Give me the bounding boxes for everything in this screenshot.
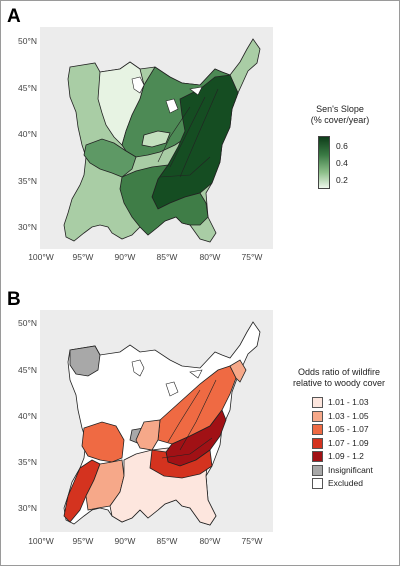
great-lakes bbox=[131, 359, 203, 397]
panel-b-ytick: 35°N bbox=[18, 457, 37, 467]
panel-b-legend-label: 1.09 - 1.2 bbox=[328, 451, 364, 461]
panel-a-xtick: 100°W bbox=[28, 252, 54, 262]
region-southwest-1-07 bbox=[63, 459, 101, 523]
panel-a-xtick: 90°W bbox=[114, 252, 136, 262]
region-west-1-05 bbox=[81, 421, 125, 463]
region-western-mid bbox=[83, 138, 137, 178]
panel-b-xtick: 95°W bbox=[72, 536, 94, 546]
panel-a-legend-title-line1: Sen's Slope bbox=[316, 104, 364, 114]
region-ridge-lines bbox=[157, 88, 219, 178]
panel-b-legend-label: 1.07 - 1.09 bbox=[328, 437, 369, 448]
panel-b-legend-swatch bbox=[312, 451, 323, 462]
panel-b-legend-label: Insignificant bbox=[328, 464, 373, 475]
panel-b-legend-label: 1.01 - 1.03 bbox=[328, 397, 369, 407]
panel-b-ytick: 45°N bbox=[18, 365, 37, 375]
panel-b-legend-swatch bbox=[312, 424, 323, 435]
panel-a-ytick: 40°N bbox=[18, 129, 37, 139]
panel-a-ytick: 30°N bbox=[18, 222, 37, 232]
panel-b-legend-label: Excluded bbox=[328, 478, 363, 488]
region-lakes-pale bbox=[141, 130, 171, 148]
panel-a-letter: A bbox=[7, 6, 21, 27]
panel-b-letter: B bbox=[7, 289, 21, 310]
panel-b-ytick: 40°N bbox=[18, 411, 37, 421]
panel-b-legend-swatch bbox=[312, 478, 323, 489]
panel-b-legend-swatch bbox=[312, 397, 323, 408]
panel-b-xtick: 90°W bbox=[114, 536, 136, 546]
region-ridge-lines bbox=[161, 379, 217, 459]
region-insignificant-nw bbox=[69, 345, 101, 377]
panel-b-legend-swatch bbox=[312, 464, 323, 476]
region-southern-mid bbox=[119, 164, 209, 236]
panel-a-ytick: 50°N bbox=[18, 36, 37, 46]
panel-a-xtick: 85°W bbox=[156, 252, 178, 262]
panel-b-xtick: 80°W bbox=[199, 536, 221, 546]
panel-b-ytick: 50°N bbox=[18, 318, 37, 328]
panel-b-legend-swatch bbox=[312, 410, 323, 422]
panel-a-colorbar-label: 0.6 bbox=[336, 141, 348, 151]
panel-a-ytick: 35°N bbox=[18, 176, 37, 186]
panel-a-colorbar bbox=[318, 136, 330, 189]
region-appalachian-1-07 bbox=[149, 449, 213, 479]
panel-b-legend-label: 1.03 - 1.05 bbox=[328, 410, 369, 421]
panel-a-colorbar-label: 0.2 bbox=[336, 175, 348, 185]
panel-b-ytick: 30°N bbox=[18, 503, 37, 513]
panel-b-legend-title-line2: relative to woody cover bbox=[292, 378, 386, 388]
great-lakes bbox=[131, 76, 203, 114]
panel-a-ytick: 45°N bbox=[18, 83, 37, 93]
panel-a-colorbar-label: 0.4 bbox=[336, 158, 348, 168]
panel-a-map bbox=[63, 38, 261, 243]
panel-a-xtick: 80°W bbox=[199, 252, 221, 262]
region-central-1-03 bbox=[135, 419, 161, 451]
panel-b-xtick: 100°W bbox=[28, 536, 54, 546]
panel-a-xtick: 75°W bbox=[241, 252, 263, 262]
panel-b-legend-label: 1.05 - 1.07 bbox=[328, 424, 369, 434]
panel-a-xtick: 95°W bbox=[72, 252, 94, 262]
panel-b-xtick: 75°W bbox=[241, 536, 263, 546]
panel-b-legend-swatch bbox=[312, 437, 323, 449]
panel-b-legend-title-line1: Odds ratio of wildfire bbox=[297, 367, 381, 377]
panel-b-map bbox=[63, 321, 261, 526]
panel-a-legend-title-line2: (% cover/year) bbox=[310, 115, 370, 125]
panel-b-xtick: 85°W bbox=[156, 536, 178, 546]
region-northeast-1-03 bbox=[229, 359, 247, 383]
